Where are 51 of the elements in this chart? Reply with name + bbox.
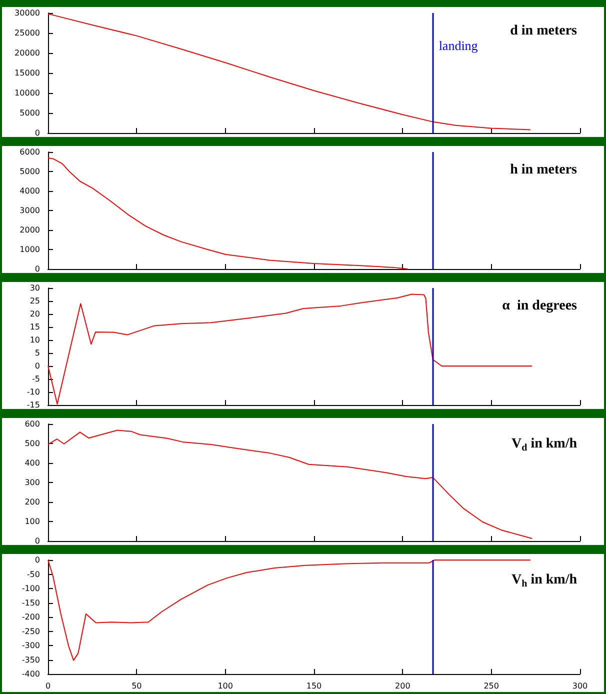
- y-tick-label: 500: [24, 439, 40, 448]
- y-tick-label: -15: [26, 400, 40, 410]
- y-tick-label: 5: [34, 348, 40, 358]
- y-tick-label: 200: [24, 498, 40, 506]
- y-tick-label: 30: [30, 284, 40, 292]
- text: h in meters: [510, 162, 578, 178]
- text: α in degrees: [502, 298, 578, 314]
- y-tick-label: 0: [34, 362, 40, 370]
- y-tick-label: -300: [22, 641, 40, 650]
- x-tick-label: 300: [572, 682, 588, 690]
- x-tick-label: 150: [306, 682, 322, 690]
- y-tick-label: 0: [34, 264, 40, 274]
- y-tick-label: -350: [22, 655, 40, 664]
- y-tick-label: 25000: [14, 28, 40, 38]
- y-tick-label: 1000: [20, 245, 40, 254]
- y-tick-label: 15000: [14, 68, 40, 78]
- y-tick-label: 15: [30, 322, 40, 332]
- y-tick-label: 20: [30, 310, 40, 318]
- y-tick-label: 5000: [20, 167, 40, 176]
- y-tick-label: -10: [26, 388, 40, 396]
- y-tick-label: 30000: [14, 8, 40, 18]
- y-tick-label: 3000: [20, 206, 40, 215]
- y-tick-label: 5000: [20, 108, 40, 118]
- ref-line-label: landing: [438, 38, 478, 53]
- y-tick-label: -250: [22, 626, 40, 636]
- x-tick-label: 0: [45, 682, 51, 690]
- y-tick-label: 600: [24, 420, 40, 428]
- y-tick-label: 0: [34, 128, 40, 138]
- y-tick-label: -100: [22, 584, 40, 593]
- y-tick-label: 400: [24, 458, 40, 468]
- x-tick-label: 250: [484, 682, 499, 690]
- y-tick-label: -50: [26, 570, 40, 579]
- y-tick-label: -150: [22, 598, 40, 608]
- y-tick-label: 4000: [20, 186, 40, 196]
- y-tick-label: 20000: [14, 48, 40, 58]
- y-tick-label: 0: [34, 556, 40, 564]
- y-tick-label: 10: [30, 336, 40, 344]
- x-tick-label: 200: [395, 682, 410, 690]
- y-tick-label: 2000: [20, 226, 40, 234]
- y-tick-label: -400: [22, 670, 40, 678]
- y-tick-label: 10000: [14, 88, 40, 98]
- y-tick-label: 0: [34, 536, 40, 546]
- y-tick-label: 25: [30, 296, 40, 306]
- y-tick-label: -5: [32, 374, 40, 384]
- y-tick-label: 6000: [20, 148, 40, 156]
- y-tick-label: 100: [24, 517, 40, 526]
- text: d in meters: [510, 24, 578, 38]
- y-tick-label: -200: [22, 612, 40, 622]
- x-tick-label: 100: [218, 682, 233, 690]
- x-tick-label: 50: [132, 682, 142, 690]
- y-tick-label: 300: [24, 478, 40, 487]
